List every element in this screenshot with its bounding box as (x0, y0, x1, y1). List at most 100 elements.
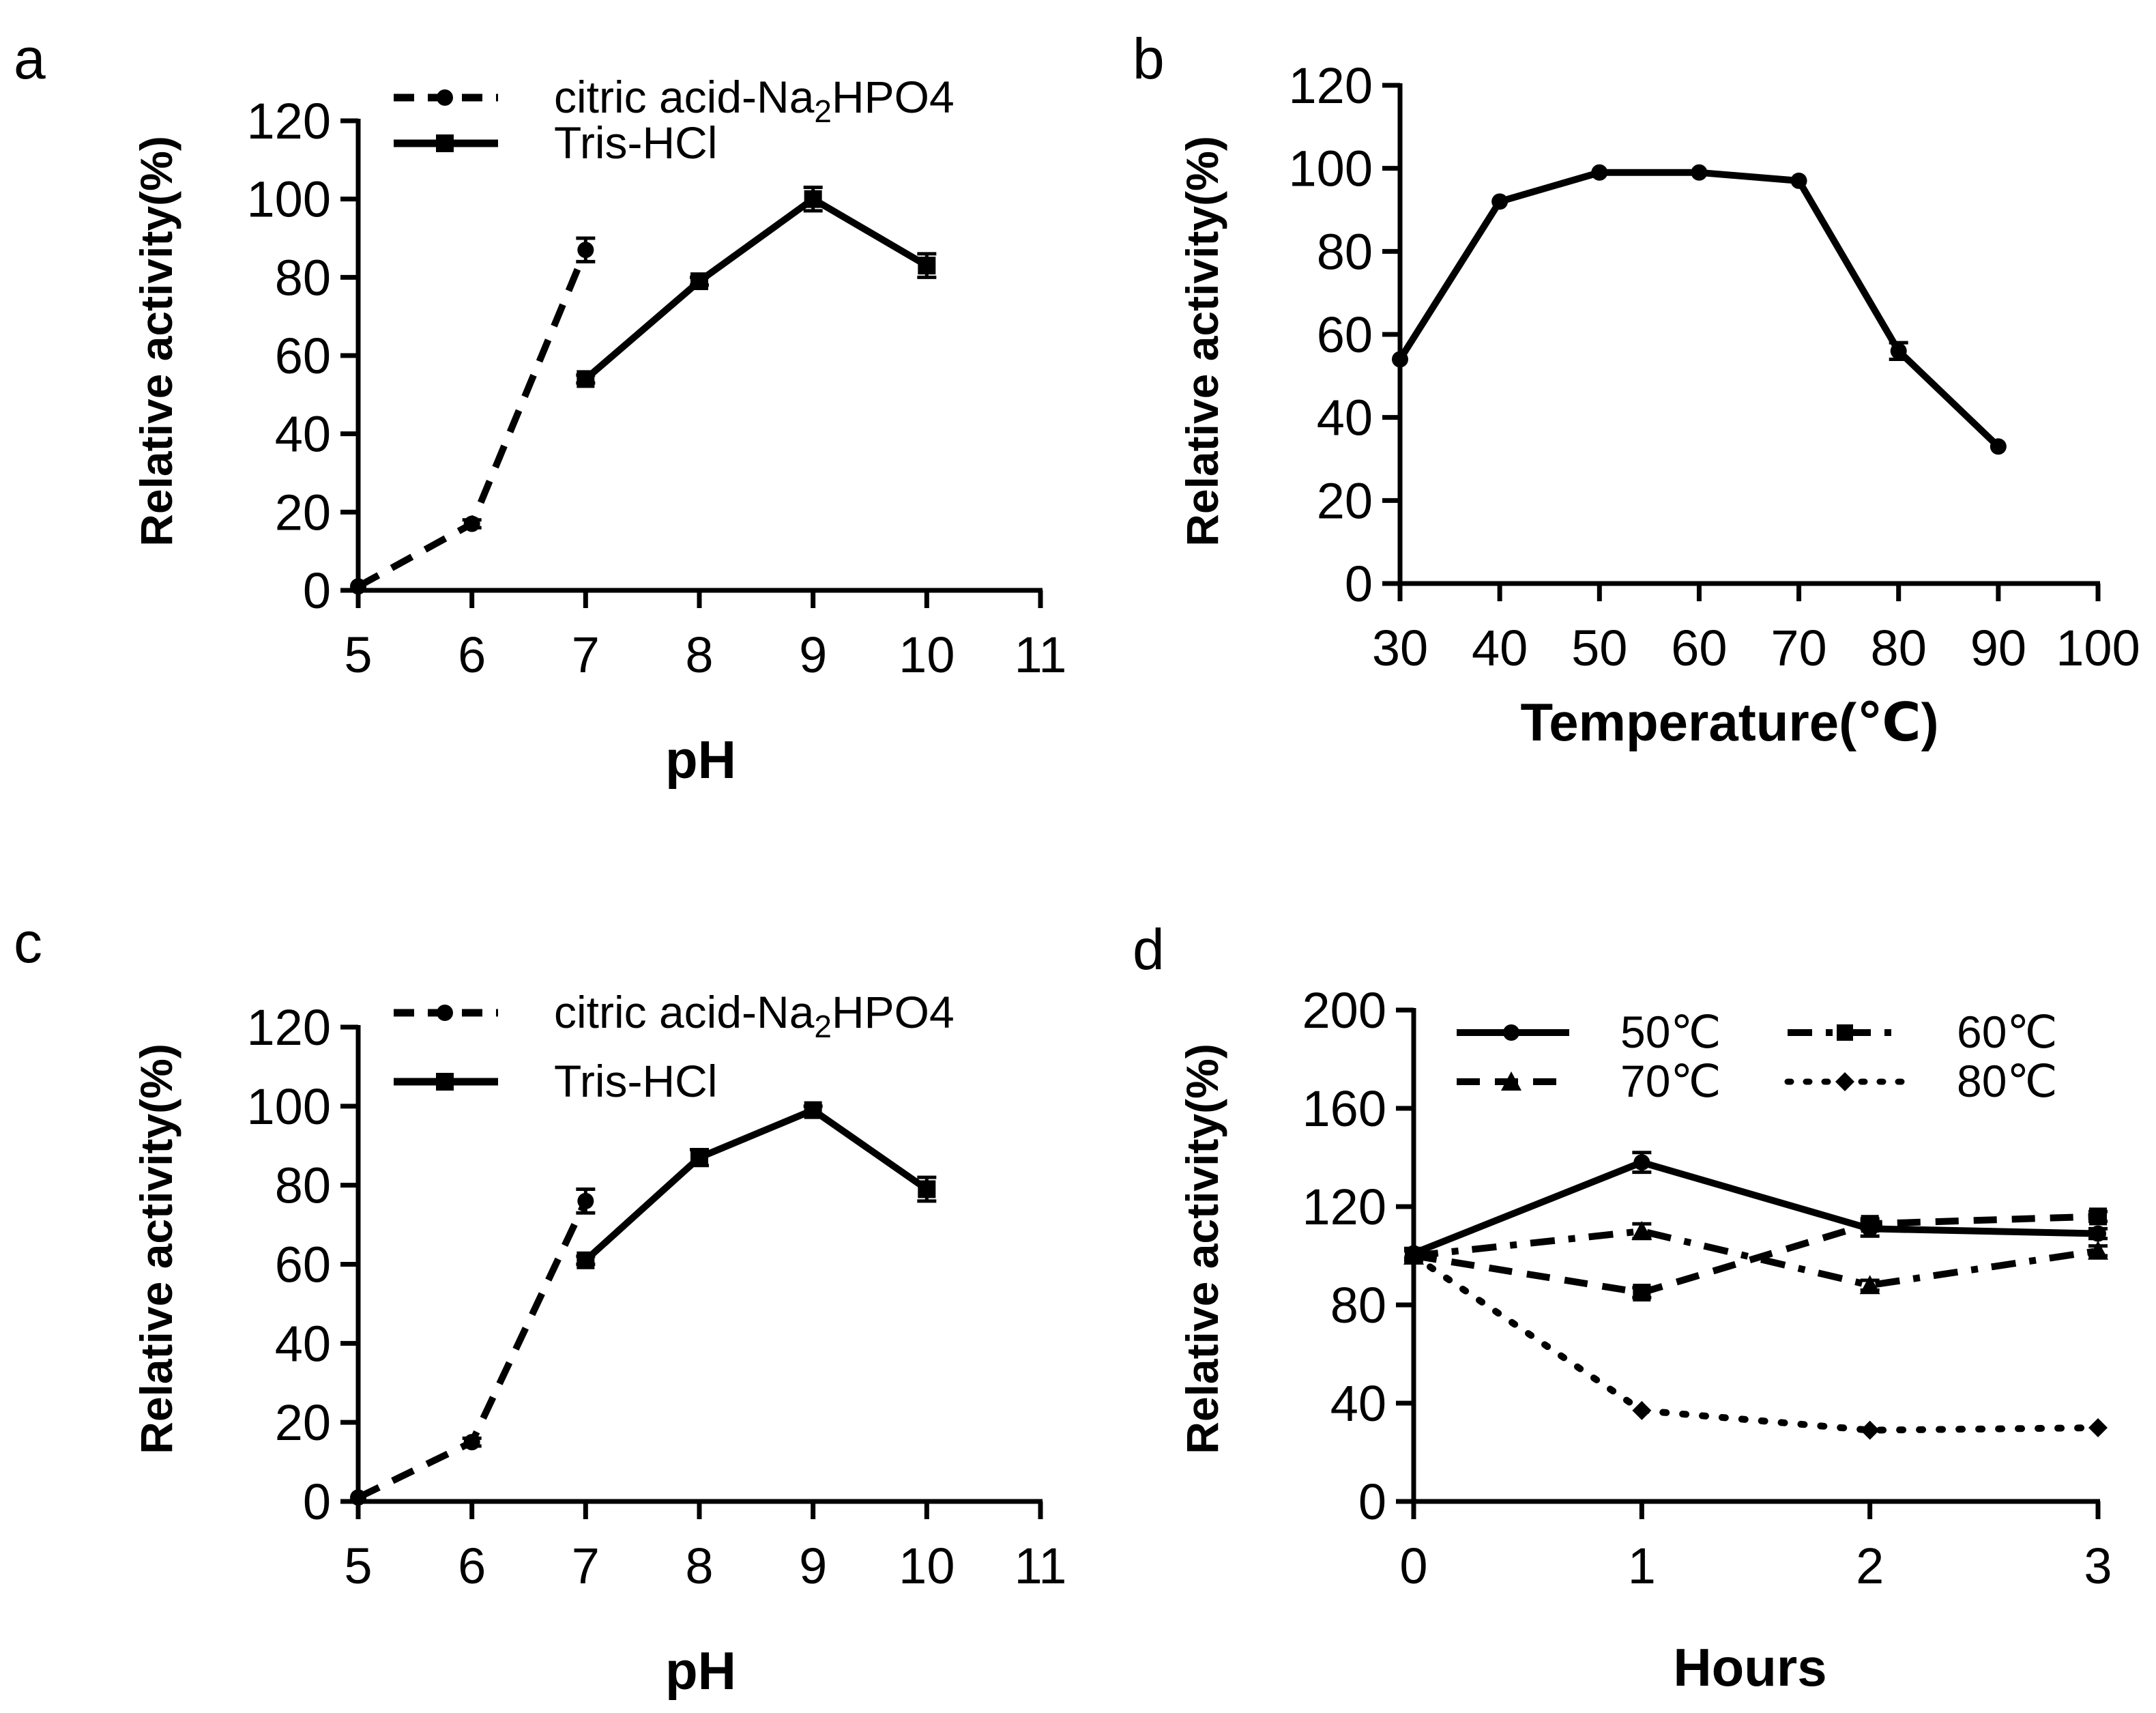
x-tick-label: 3 (2084, 1538, 2112, 1594)
panel-a-ylabel: Relative activity(%) (131, 136, 181, 547)
legend-marker-circle (437, 89, 453, 106)
data-point-4-4 (2088, 1418, 2108, 1437)
panel-d-legend: 50℃ 60℃ 70℃ 80℃ (1457, 1007, 2058, 1106)
y-tick-label: 160 (1302, 1080, 1386, 1137)
data-point-2-2 (1633, 1284, 1651, 1301)
legend-marker-diamond (1835, 1072, 1854, 1091)
x-tick-label: 30 (1372, 620, 1428, 676)
data-point-4-3 (1860, 1420, 1880, 1440)
y-tick-label: 80 (275, 1157, 331, 1214)
x-tick-label: 5 (344, 1538, 372, 1594)
legend-label-tris: Tris-HCl (554, 1056, 717, 1106)
x-tick-label: 90 (1970, 620, 2026, 676)
panel-b: b 0 20 40 60 80 100 120 30 40 50 60 70 80 90 100 Relat… (1133, 27, 2140, 752)
y-tick-label: 0 (303, 562, 331, 619)
y-tick-label: 20 (275, 1394, 331, 1451)
data-point-1-2 (463, 1434, 480, 1451)
y-tick-label: 40 (1317, 390, 1373, 446)
x-tick-label: 50 (1571, 620, 1627, 676)
panel-d-axes: 0 40 80 120 160 200 0 1 2 3 (1302, 982, 2112, 1594)
y-tick-label: 60 (275, 1237, 331, 1293)
y-tick-label: 80 (275, 249, 331, 306)
data-point-1-2 (1491, 193, 1509, 210)
data-point-1-3 (577, 242, 594, 259)
legend-marker-square (1837, 1024, 1853, 1041)
x-tick-label: 10 (899, 1538, 955, 1594)
legend-marker-square (436, 1073, 454, 1091)
x-tick-label: 80 (1871, 620, 1927, 676)
data-point-2-1 (577, 1251, 595, 1269)
x-tick-label: 11 (1015, 1538, 1067, 1594)
y-tick-label: 120 (247, 999, 331, 1056)
panel-a-plot (350, 185, 937, 595)
y-tick-label: 60 (275, 328, 331, 384)
panel-b-ylabel: Relative activity(%) (1177, 136, 1227, 547)
data-point-2-2 (690, 272, 708, 291)
data-point-2-4 (2089, 1207, 2107, 1226)
x-tick-label: 5 (344, 627, 372, 683)
y-tick-label: 20 (275, 484, 331, 541)
panel-d-xlabel: Hours (1673, 1637, 1826, 1697)
legend-marker-circle (1503, 1024, 1519, 1041)
y-tick-label: 0 (1358, 1473, 1386, 1530)
y-tick-label: 80 (1330, 1277, 1386, 1334)
data-point-3-4 (2088, 1240, 2108, 1260)
x-tick-label: 11 (1015, 627, 1067, 683)
data-point-1-3 (577, 1192, 594, 1209)
x-tick-label: 2 (1856, 1538, 1884, 1594)
legend-marker-square (436, 134, 454, 152)
data-point-3-3 (1859, 1275, 1880, 1295)
y-tick-label: 40 (1330, 1375, 1386, 1432)
panel-c-ylabel: Relative activity(%) (131, 1043, 181, 1454)
y-tick-label: 120 (247, 93, 331, 149)
panel-c: c 0 20 40 60 80 100 120 5 6 7 8 9 10 11 Relative acti… (14, 910, 1066, 1701)
data-point-2-2 (690, 1149, 708, 1167)
data-point-2-3 (804, 1101, 822, 1119)
data-point-1-1 (350, 1489, 366, 1506)
x-tick-label: 8 (685, 627, 713, 683)
data-point-1-1 (350, 578, 366, 595)
legend-label-60c: 60℃ (1957, 1007, 2058, 1057)
panel-d-ylabel: Relative activity(%) (1177, 1043, 1227, 1454)
x-tick-label: 9 (799, 1538, 827, 1594)
panel-b-plot (1392, 164, 2007, 455)
panel-a-xlabel: pH (665, 730, 736, 790)
data-point-1-4 (1691, 164, 1708, 181)
panel-c-letter: c (14, 910, 42, 975)
legend-label-citric: citric acid-Na2HPO4 (554, 72, 955, 129)
panel-c-xlabel: pH (665, 1641, 736, 1701)
series-line-2 (583, 1106, 929, 1263)
data-point-1-7 (1990, 438, 2007, 455)
panel-d-letter: d (1133, 917, 1165, 981)
x-tick-label: 100 (2056, 620, 2140, 676)
data-point-1-4 (2090, 1225, 2106, 1242)
data-point-1-2 (1633, 1154, 1650, 1171)
panel-a-letter: a (14, 27, 46, 91)
panel-b-xlabel: Temperature(℃) (1520, 692, 1938, 752)
x-tick-label: 8 (685, 1538, 713, 1594)
x-tick-label: 7 (572, 627, 600, 683)
panel-c-axes: 0 20 40 60 80 100 120 5 6 7 8 9 10 11 (247, 999, 1067, 1594)
legend-label-50c: 50℃ (1620, 1007, 1721, 1057)
data-point-2-3 (1861, 1215, 1879, 1233)
panel-b-axes: 0 20 40 60 80 100 120 30 40 50 60 70 80 90 100 (1289, 57, 2140, 676)
y-tick-label: 0 (303, 1473, 331, 1530)
data-point-1-5 (1790, 172, 1807, 189)
series-line-2 (1413, 1213, 2099, 1296)
x-tick-label: 70 (1771, 620, 1826, 676)
x-tick-label: 7 (572, 1538, 600, 1594)
y-tick-label: 120 (1302, 1179, 1386, 1235)
y-tick-label: 80 (1317, 223, 1373, 280)
y-tick-label: 100 (247, 1078, 331, 1135)
y-tick-label: 100 (247, 171, 331, 228)
y-tick-label: 120 (1289, 57, 1373, 114)
series-line-2 (583, 195, 929, 382)
panel-b-letter: b (1133, 27, 1165, 91)
x-tick-label: 40 (1472, 620, 1528, 676)
x-tick-label: 9 (799, 627, 827, 683)
panel-c-legend: citric acid-Na2HPO4 Tris-HCl (394, 987, 955, 1106)
panel-c-plot (350, 1101, 937, 1506)
data-point-1-6 (1890, 343, 1907, 360)
panel-d-plot (1403, 1151, 2108, 1440)
data-point-2-1 (577, 370, 595, 388)
